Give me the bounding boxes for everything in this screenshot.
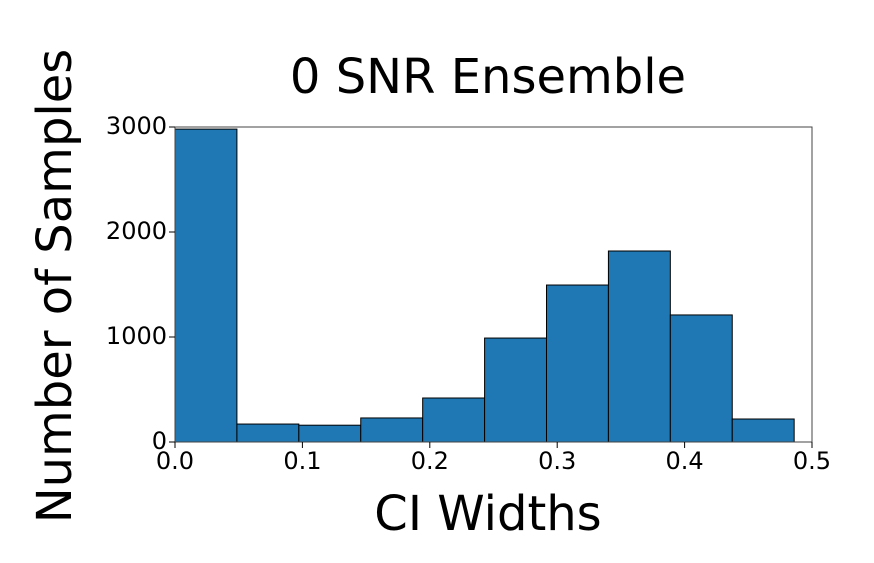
y-tick-label: 1000 — [106, 322, 167, 350]
x-tick-label: 0.2 — [411, 447, 449, 475]
bar — [545, 284, 609, 443]
x-tick-label: 0.1 — [283, 447, 321, 475]
x-tick-label: 0.0 — [156, 447, 194, 475]
bar — [298, 424, 362, 443]
x-tick-label: 0.5 — [793, 447, 831, 475]
bar — [174, 128, 238, 443]
bar — [360, 417, 424, 443]
bar — [669, 314, 733, 443]
y-tick-label: 2000 — [106, 217, 167, 245]
plot-frame — [174, 126, 813, 443]
x-axis-label: CI Widths — [374, 486, 601, 542]
y-tick-label: 3000 — [106, 112, 167, 140]
bar — [607, 250, 671, 443]
bar — [422, 397, 486, 443]
y-axis-label: Number of Samples — [27, 49, 83, 524]
x-tick-label: 0.3 — [538, 447, 576, 475]
y-tick-label: 0 — [152, 427, 167, 455]
bar — [731, 418, 795, 443]
chart-title: 0 SNR Ensemble — [290, 49, 686, 105]
bar — [236, 423, 300, 443]
x-tick-label: 0.4 — [666, 447, 704, 475]
bar — [484, 337, 547, 443]
